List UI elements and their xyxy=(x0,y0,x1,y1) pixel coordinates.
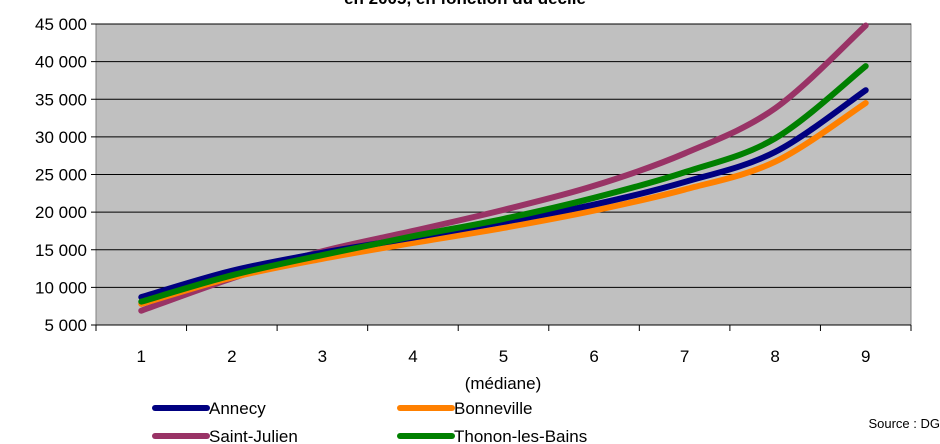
series-line-thonon-les-bains xyxy=(138,63,869,305)
x-tick-label: 5 xyxy=(499,347,508,366)
series-lines xyxy=(138,22,869,314)
y-tick-label: 35 000 xyxy=(35,90,87,109)
legend: Annecy Bonneville Saint-Julien Thonon-les-B… xyxy=(152,399,587,444)
legend-label-bonneville: Bonneville xyxy=(454,399,532,418)
y-tick-label: 30 000 xyxy=(35,128,87,147)
x-tick-label: 3 xyxy=(318,347,327,366)
x-median-note: (médiane) xyxy=(465,374,542,393)
source-note: Source : DG xyxy=(868,416,940,431)
x-tick-label: 8 xyxy=(770,347,779,366)
y-tick-label: 40 000 xyxy=(35,53,87,72)
gridlines xyxy=(96,23,911,288)
y-tick-label: 45 000 xyxy=(35,15,87,34)
y-tick-label: 5 000 xyxy=(44,316,87,335)
x-tick-label: 9 xyxy=(861,347,870,366)
x-tick-label: 1 xyxy=(137,347,146,366)
y-tick-label: 20 000 xyxy=(35,203,87,222)
x-axis-ticks: 1 2 3 4 5 6 7 8 9 xyxy=(95,324,912,366)
y-tick-label: 15 000 xyxy=(35,241,87,260)
legend-label-annecy: Annecy xyxy=(209,399,266,418)
chart-title: en 2005, en fonction du décile xyxy=(344,0,586,8)
legend-label-thonon-les-bains: Thonon-les-Bains xyxy=(454,427,587,444)
x-tick-label: 4 xyxy=(408,347,417,366)
y-axis-ticks: 5 000 10 000 15 000 20 000 25 000 30 000 35 00… xyxy=(35,15,96,335)
y-tick-label: 10 000 xyxy=(35,278,87,297)
x-tick-label: 6 xyxy=(589,347,598,366)
legend-label-saint-julien: Saint-Julien xyxy=(209,427,298,444)
x-tick-label: 7 xyxy=(680,347,689,366)
y-tick-label: 25 000 xyxy=(35,166,87,185)
x-tick-label: 2 xyxy=(227,347,236,366)
